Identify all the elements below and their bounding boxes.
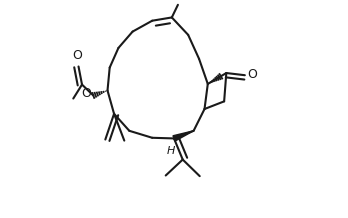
- Text: O: O: [72, 49, 82, 62]
- Polygon shape: [173, 131, 193, 141]
- Text: O: O: [81, 87, 91, 100]
- Text: O: O: [247, 68, 257, 81]
- Text: H: H: [167, 146, 175, 156]
